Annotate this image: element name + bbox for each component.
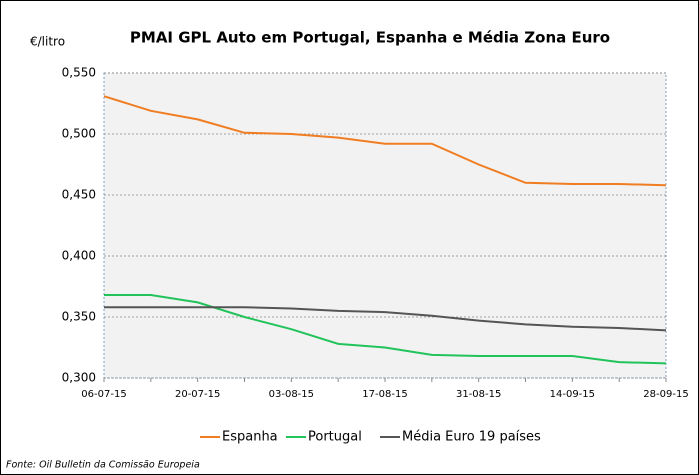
x-tick-label: 06-07-15: [81, 389, 126, 400]
x-tick-label: 20-07-15: [175, 389, 220, 400]
x-tick-label: 28-09-15: [643, 389, 688, 400]
x-tick-label: 17-08-15: [362, 389, 407, 400]
y-tick-label: 0,500: [62, 127, 96, 141]
plot-area: [104, 73, 666, 378]
legend-label: Espanha: [222, 430, 278, 445]
x-tick-label: 31-08-15: [456, 389, 501, 400]
x-tick-label: 03-08-15: [269, 389, 314, 400]
x-tick-label: 14-09-15: [550, 389, 595, 400]
chart: PMAI GPL Auto em Portugal, Espanha e Méd…: [0, 0, 699, 475]
y-tick-label: 0,400: [62, 249, 96, 263]
y-tick-label: 0,450: [62, 188, 96, 202]
y-tick-label: 0,300: [62, 371, 96, 385]
chart-title: PMAI GPL Auto em Portugal, Espanha e Méd…: [130, 29, 610, 47]
y-axis-label: €/litro: [30, 35, 65, 49]
source: Fonte: Oil Bulletin da Comissão Europeia: [6, 460, 200, 471]
y-tick-label: 0,550: [62, 66, 96, 80]
legend-label: Média Euro 19 países: [402, 430, 541, 445]
y-tick-label: 0,350: [62, 310, 96, 324]
legend-label: Portugal: [308, 430, 362, 445]
